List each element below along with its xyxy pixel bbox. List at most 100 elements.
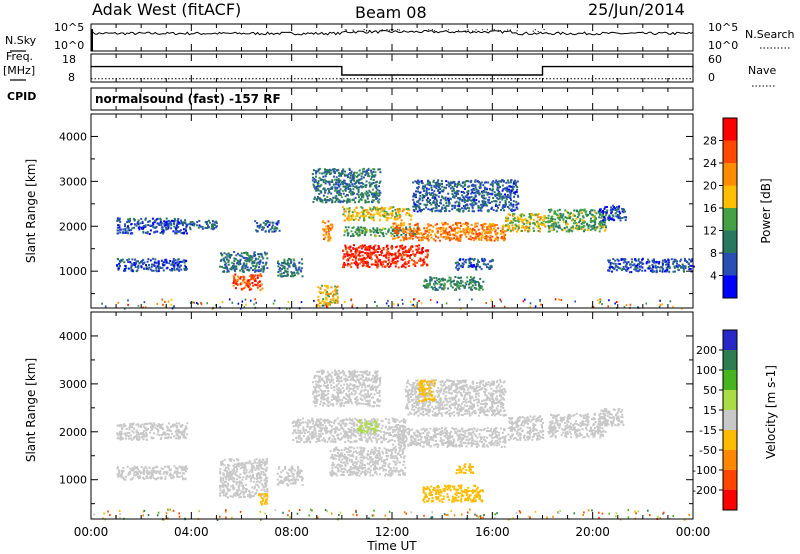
data-point bbox=[550, 216, 553, 218]
data-point bbox=[391, 260, 394, 263]
data-point bbox=[512, 200, 515, 203]
data-point bbox=[170, 263, 173, 266]
data-point bbox=[579, 208, 582, 211]
data-point bbox=[682, 267, 685, 270]
data-point bbox=[153, 261, 156, 264]
data-point bbox=[167, 219, 170, 222]
data-point bbox=[174, 262, 177, 265]
data-point bbox=[590, 213, 593, 216]
data-point bbox=[526, 226, 529, 228]
data-point bbox=[349, 185, 352, 188]
data-point bbox=[146, 477, 149, 479]
noise-point bbox=[287, 300, 290, 303]
data-point bbox=[559, 214, 562, 217]
data-point bbox=[343, 210, 346, 213]
data-point bbox=[300, 258, 303, 261]
data-point bbox=[517, 228, 520, 231]
data-point bbox=[423, 203, 426, 206]
data-point bbox=[376, 206, 379, 209]
data-point bbox=[317, 185, 320, 187]
data-point bbox=[601, 213, 604, 216]
data-point bbox=[486, 192, 489, 195]
data-point bbox=[557, 215, 560, 217]
data-point bbox=[596, 226, 599, 229]
data-point bbox=[576, 216, 579, 219]
data-point bbox=[331, 187, 334, 190]
data-point bbox=[358, 169, 361, 172]
data-point bbox=[371, 173, 374, 176]
data-point bbox=[558, 217, 561, 220]
data-point bbox=[248, 260, 251, 263]
data-point bbox=[538, 230, 541, 233]
data-point bbox=[511, 224, 514, 227]
data-point bbox=[667, 261, 670, 264]
data-point bbox=[254, 254, 257, 256]
data-point bbox=[226, 258, 229, 261]
data-point bbox=[342, 257, 345, 260]
data-point bbox=[399, 245, 402, 248]
data-point bbox=[246, 474, 249, 477]
data-point bbox=[616, 258, 619, 261]
data-point bbox=[401, 210, 404, 213]
data-point bbox=[277, 271, 280, 273]
data-point bbox=[279, 267, 281, 270]
data-point bbox=[158, 434, 161, 437]
data-point bbox=[421, 197, 424, 199]
noise-point bbox=[376, 305, 378, 307]
data-point bbox=[360, 181, 363, 184]
data-point bbox=[292, 274, 295, 277]
data-point bbox=[376, 200, 379, 203]
data-point bbox=[210, 227, 213, 230]
data-point bbox=[405, 208, 408, 211]
data-point bbox=[146, 260, 149, 263]
data-point bbox=[635, 269, 638, 272]
data-point bbox=[468, 231, 471, 234]
data-point bbox=[238, 263, 240, 266]
data-point bbox=[442, 190, 445, 193]
data-point bbox=[498, 194, 501, 197]
data-point bbox=[416, 236, 419, 239]
data-point bbox=[437, 184, 440, 187]
data-point bbox=[427, 179, 430, 182]
data-point bbox=[116, 466, 119, 469]
data-point bbox=[312, 183, 315, 186]
data-point bbox=[220, 258, 223, 261]
data-point bbox=[486, 226, 489, 229]
data-point bbox=[175, 437, 178, 440]
nsky-point bbox=[345, 29, 347, 31]
data-point bbox=[570, 211, 572, 214]
data-point bbox=[505, 218, 508, 221]
data-point bbox=[356, 193, 359, 196]
data-point bbox=[506, 206, 509, 208]
data-point bbox=[471, 230, 474, 233]
data-point bbox=[510, 199, 512, 201]
noise-point bbox=[385, 302, 388, 305]
data-point bbox=[328, 233, 330, 235]
data-point bbox=[393, 232, 396, 235]
data-point bbox=[189, 228, 192, 231]
data-point bbox=[129, 425, 132, 428]
data-point bbox=[180, 268, 183, 271]
data-point bbox=[436, 282, 439, 285]
data-point bbox=[261, 255, 264, 258]
data-point bbox=[425, 263, 428, 266]
data-point bbox=[617, 259, 620, 262]
data-point bbox=[368, 181, 371, 184]
data-point bbox=[283, 265, 286, 268]
data-point bbox=[349, 172, 352, 175]
data-point bbox=[249, 275, 252, 278]
data-point bbox=[432, 180, 435, 183]
data-point bbox=[357, 200, 360, 203]
data-point bbox=[439, 201, 442, 204]
data-point bbox=[242, 256, 245, 259]
data-point bbox=[413, 230, 416, 233]
data-point bbox=[268, 221, 271, 224]
data-point bbox=[172, 260, 175, 262]
data-point bbox=[323, 178, 326, 181]
noise-point bbox=[351, 305, 353, 308]
data-point bbox=[506, 194, 509, 196]
data-point bbox=[175, 432, 178, 435]
data-point bbox=[184, 259, 187, 262]
data-point bbox=[483, 225, 486, 228]
data-point bbox=[234, 279, 236, 282]
